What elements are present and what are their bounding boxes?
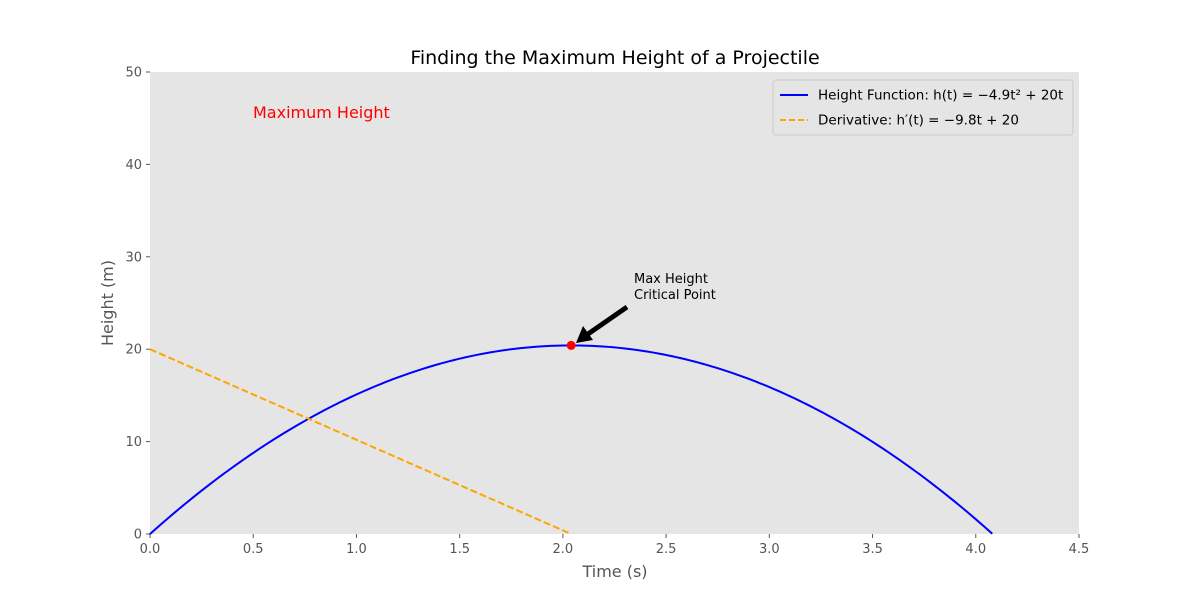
x-tick-label: 2.0 <box>553 542 574 557</box>
critical-point-label-line1: Max Height <box>634 272 708 287</box>
y-tick-label: 10 <box>125 435 142 450</box>
annotation-arrow-shaft <box>586 304 629 337</box>
x-tick-label: 1.5 <box>449 542 470 557</box>
y-axis-label: Height (m) <box>98 260 117 346</box>
plot-area <box>150 72 1079 534</box>
y-tick-label: 20 <box>125 343 142 358</box>
y-axis: 0 10 20 30 40 50 <box>125 66 150 543</box>
x-axis-label: Time (s) <box>581 562 647 581</box>
x-tick-label: 0.0 <box>140 542 161 557</box>
x-tick-label: 3.5 <box>862 542 883 557</box>
x-tick-label: 1.0 <box>346 542 367 557</box>
series-derivative-line <box>149 348 572 535</box>
y-tick-label: 0 <box>134 528 142 543</box>
y-tick-label: 40 <box>125 158 142 173</box>
chart-title: Finding the Maximum Height of a Projecti… <box>410 47 819 69</box>
legend-box <box>772 79 1074 136</box>
x-tick-label: 4.5 <box>1069 542 1090 557</box>
annotation-layer: Maximum Height Max Height Critical Point <box>253 103 716 343</box>
critical-point-label-line2: Critical Point <box>634 288 716 303</box>
annotation-arrow-head <box>576 326 593 343</box>
x-tick-label: 2.5 <box>656 542 677 557</box>
max-height-label: Maximum Height <box>253 103 390 122</box>
y-tick-label: 30 <box>125 250 142 265</box>
series-layer <box>149 340 993 535</box>
y-tick-label: 50 <box>125 66 142 81</box>
x-axis: 0.0 0.5 1.0 1.5 2.0 2.5 3.0 3.5 4.0 4.5 <box>140 534 1090 557</box>
x-tick-label: 3.0 <box>759 542 780 557</box>
x-tick-label: 0.5 <box>243 542 264 557</box>
legend-label-height: Height Function: h(t) = −4.9t² + 20t <box>818 88 1063 104</box>
legend-label-derivative: Derivative: h′(t) = −9.8t + 20 <box>818 113 1019 129</box>
legend: Height Function: h(t) = −4.9t² + 20t Der… <box>772 79 1074 136</box>
x-tick-label: 4.0 <box>965 542 986 557</box>
critical-point-marker <box>566 340 576 350</box>
